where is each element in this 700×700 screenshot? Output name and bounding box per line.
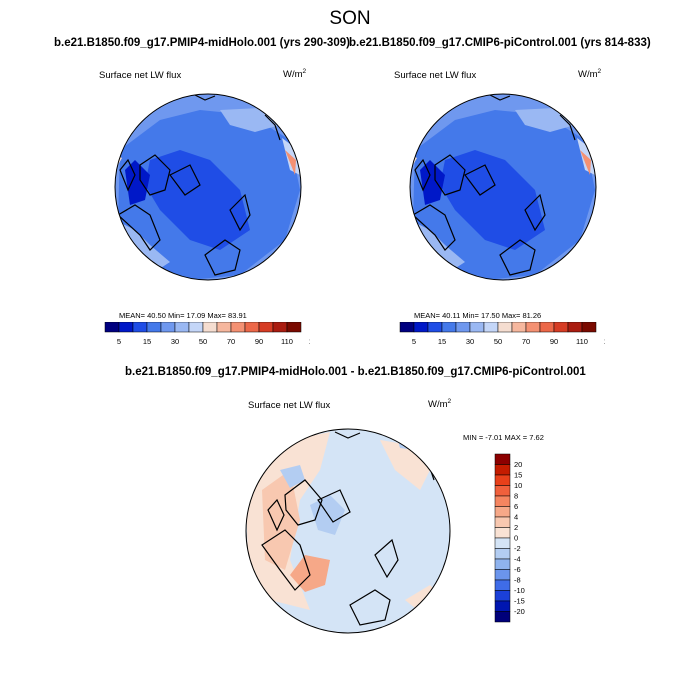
- panel3-colorbar-tick-label: 8: [514, 492, 518, 501]
- panel3-colorbar-swatch: [494, 600, 511, 612]
- panel2-case-title: b.e21.B1850.f09_g17.CMIP6-piControl.001 …: [349, 37, 651, 49]
- panel3-colorbar-tick-label: 10: [514, 481, 522, 490]
- panel1-map-border: [114, 93, 302, 281]
- panel3-map-border: [245, 428, 451, 634]
- panel2-colorbar-tick-label: 15: [438, 337, 446, 346]
- panel3-stats: MIN = -7.01 MAX = 7.62: [463, 433, 544, 442]
- season-title: SON: [329, 8, 371, 29]
- panel1-variable-label: Surface net LW flux: [99, 70, 182, 81]
- panel3-colorbar-tick-label: -6: [514, 565, 521, 574]
- panel3-colorbar-swatch: [494, 485, 511, 497]
- panel1-colorbar-tick-label: 5: [117, 337, 121, 346]
- panel2-stats: MEAN= 40.11 Min= 17.50 Max= 81.26: [414, 311, 542, 320]
- panel2-colorbar-tick-label: 5: [412, 337, 416, 346]
- panel3-colorbar-tick-label: 4: [514, 513, 518, 522]
- panel1-colorbar-tick-label: 50: [199, 337, 207, 346]
- panel3-colorbar-swatch: [494, 611, 511, 623]
- panel2-colorbar-tick-label: 110: [576, 337, 588, 346]
- panel3-colorbar-swatch: [494, 516, 511, 528]
- panel3-colorbar-tick-label: -20: [514, 607, 525, 616]
- panel1-case-title: b.e21.B1850.f09_g17.PMIP4-midHolo.001 (y…: [54, 37, 350, 49]
- panel3-colorbar-swatch: [494, 464, 511, 476]
- panel3-colorbar-tick-label: -4: [514, 555, 521, 564]
- panel1-units: W/m2: [283, 68, 307, 81]
- panel3-field-cool-c: [310, 495, 345, 535]
- panel3-colorbar-tick-label: 2: [514, 523, 518, 532]
- panel2-field-min: [420, 160, 445, 205]
- panel3-colorbar-swatch: [494, 569, 511, 581]
- panel3-colorbar-tick-label: 15: [514, 471, 522, 480]
- panel3-colorbar-swatch: [494, 537, 511, 549]
- panel2-colorbar-tick-label: 130: [604, 337, 605, 346]
- panel1-stats: MEAN= 40.50 Min= 17.09 Max= 83.91: [119, 311, 247, 320]
- panel2-variable-label: Surface net LW flux: [394, 70, 477, 81]
- panel1-colorbar-tick-label: 130: [309, 337, 310, 346]
- panel2-colorbar-tick-label: 50: [494, 337, 502, 346]
- panel2-field-max: [580, 150, 591, 175]
- panel3-colorbar-tick-label: 0: [514, 534, 518, 543]
- panel2-units: W/m2: [578, 68, 602, 81]
- panel2-colorbar-tick-label: 90: [550, 337, 558, 346]
- panel1-colorbar-tick-label: 70: [227, 337, 235, 346]
- panel3-case-title: b.e21.B1850.f09_g17.PMIP4-midHolo.001 - …: [125, 366, 586, 378]
- panel3-units: W/m2: [428, 398, 452, 411]
- panel3-colorbar-tick-label: -15: [514, 597, 525, 606]
- panel3-colorbar-swatch: [494, 527, 511, 539]
- panel3-colorbar-tick-label: 20: [514, 460, 522, 469]
- panel1-field-max: [285, 150, 296, 175]
- panel1-colorbar-tick-label: 110: [281, 337, 293, 346]
- panel3-variable-label: Surface net LW flux: [248, 400, 331, 411]
- panel3-colorbar-swatch: [494, 548, 511, 560]
- panel1-field-min: [125, 160, 150, 205]
- panel1-colorbar-tick-label: 30: [171, 337, 179, 346]
- panel3-colorbar-swatch: [494, 474, 511, 486]
- panel3-colorbar-swatch: [494, 506, 511, 518]
- panel3-colorbar-swatch: [494, 590, 511, 602]
- panel3-colorbar-tick-label: 6: [514, 502, 518, 511]
- panel3-colorbar-swatch: [494, 495, 511, 507]
- panel2-colorbar-swatch: [581, 322, 597, 333]
- panel2-coastlines: [411, 94, 576, 276]
- panel3-colorbar-swatch: [494, 579, 511, 591]
- panel1-colorbar-tick-label: 15: [143, 337, 151, 346]
- panel3-field-min: [280, 465, 305, 488]
- panel1-coastlines: [116, 94, 281, 276]
- panel2-colorbar-tick-label: 30: [466, 337, 474, 346]
- panel1-colorbar-tick-label: 90: [255, 337, 263, 346]
- panel2-colorbar: 5 15 30 50 70 90 110 130: [399, 322, 605, 346]
- panel3-field-warm-n: [380, 440, 430, 490]
- panel2-map-border: [409, 93, 597, 281]
- panel3-colorbar-swatch: [494, 558, 511, 570]
- panel3-colorbar-tick-label: -8: [514, 576, 521, 585]
- panel1-colorbar: 5 15 30 50 70 90 110 130: [104, 322, 310, 346]
- panel3-colorbar-swatch: [494, 453, 511, 465]
- panel1-colorbar-swatch: [286, 322, 302, 333]
- panel2-colorbar-tick-label: 70: [522, 337, 530, 346]
- panel3-field-warmer-w: [262, 470, 300, 570]
- panel3-colorbar-tick-label: -2: [514, 544, 521, 553]
- panel3-colorbar-tick-label: -10: [514, 586, 525, 595]
